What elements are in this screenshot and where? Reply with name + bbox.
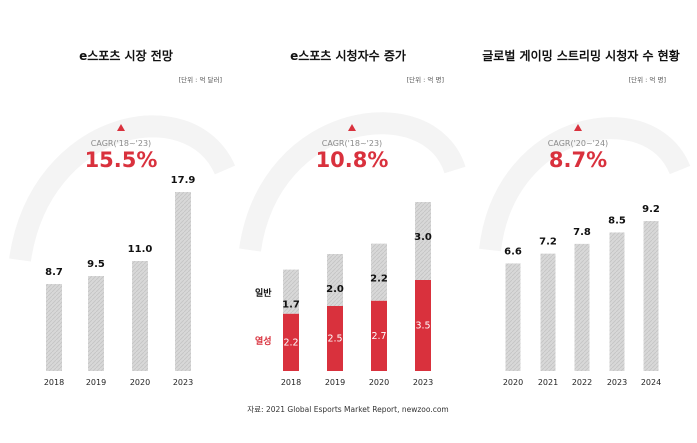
chart-title: e스포츠 시장 전망 <box>79 48 173 63</box>
bar <box>175 192 191 371</box>
chart-title: e스포츠 시청자수 증가 <box>290 48 406 63</box>
bar <box>132 261 148 371</box>
chart-title: 글로벌 게이밍 스트리밍 시청자 수 현황 <box>482 48 680 63</box>
bar-segment-enthusiast <box>283 313 299 371</box>
data-label-general: 2.2 <box>370 274 388 285</box>
bar-segment-general <box>327 254 343 306</box>
source-note: 자료: 2021 Global Esports Market Report, n… <box>247 405 448 414</box>
chart-streaming-viewers: 글로벌 게이밍 스트리밍 시청자 수 현황 [단위 : 억 명] CAGR('2… <box>482 48 680 387</box>
data-label-general: 1.7 <box>282 300 300 311</box>
x-tick-label: 2021 <box>538 378 558 387</box>
legend-general: 일반 <box>255 287 272 299</box>
data-label: 8.5 <box>608 215 626 226</box>
x-tick-label: 2023 <box>173 378 193 387</box>
x-tick-label: 2023 <box>413 378 433 387</box>
data-label-enthusiast: 3.5 <box>415 321 430 332</box>
x-tick-label: 2018 <box>281 378 301 387</box>
bar <box>574 243 590 371</box>
x-tick-label: 2020 <box>130 378 150 387</box>
cagr-value: 10.8% <box>316 148 389 172</box>
data-label: 17.9 <box>171 175 196 186</box>
bar <box>505 263 521 371</box>
bar-segment-general <box>283 269 299 314</box>
data-label-enthusiast: 2.5 <box>327 334 342 345</box>
x-tick-label: 2023 <box>607 378 627 387</box>
data-label: 9.5 <box>87 259 105 270</box>
bar <box>643 221 659 371</box>
bar-segment-enthusiast <box>415 280 431 371</box>
cagr-value: 15.5% <box>85 148 158 172</box>
data-label-general: 3.0 <box>414 232 432 243</box>
data-label: 7.8 <box>573 227 591 238</box>
x-tick-label: 2020 <box>503 378 523 387</box>
x-tick-label: 2019 <box>86 378 106 387</box>
legend-enthusiast: 열성 <box>255 335 272 347</box>
x-tick-label: 2019 <box>325 378 345 387</box>
up-arrow-icon <box>348 124 356 131</box>
x-tick-label: 2018 <box>44 378 64 387</box>
up-arrow-icon <box>117 124 125 131</box>
data-label-enthusiast: 2.2 <box>283 337 298 348</box>
bar <box>46 284 62 371</box>
x-tick-label: 2020 <box>369 378 389 387</box>
cagr-label: CAGR('18~'23) <box>91 139 151 148</box>
bar <box>609 232 625 371</box>
x-tick-label: 2024 <box>641 378 661 387</box>
data-label-general: 2.0 <box>326 284 344 295</box>
bar-segment-enthusiast <box>371 300 387 371</box>
data-label: 7.2 <box>539 237 557 248</box>
cagr-label: CAGR('20~'24) <box>548 139 608 148</box>
unit-label: [단위 : 억 명] <box>629 75 666 84</box>
chart-viewer-growth: e스포츠 시청자수 증가 [단위 : 억 명] CAGR('18~'23) 10… <box>255 48 444 387</box>
chart-market-outlook: e스포츠 시장 전망 [단위 : 억 달러] CAGR('18~'23) 15.… <box>44 48 222 387</box>
x-tick-label: 2022 <box>572 378 592 387</box>
bar-segment-enthusiast <box>327 306 343 371</box>
bar <box>88 276 104 371</box>
data-label: 8.7 <box>45 267 63 278</box>
data-label: 9.2 <box>642 204 660 215</box>
unit-label: [단위 : 억 명] <box>407 75 444 84</box>
unit-label: [단위 : 억 달러] <box>179 75 222 84</box>
data-label-enthusiast: 2.7 <box>371 331 386 342</box>
cagr-value: 8.7% <box>549 148 607 172</box>
data-label: 6.6 <box>504 246 522 257</box>
up-arrow-icon <box>574 124 582 131</box>
data-label: 11.0 <box>128 244 153 255</box>
bar-segment-general <box>371 243 387 301</box>
bar-segment-general <box>415 202 431 280</box>
cagr-label: CAGR('18~'23) <box>322 139 382 148</box>
bar <box>540 253 556 371</box>
